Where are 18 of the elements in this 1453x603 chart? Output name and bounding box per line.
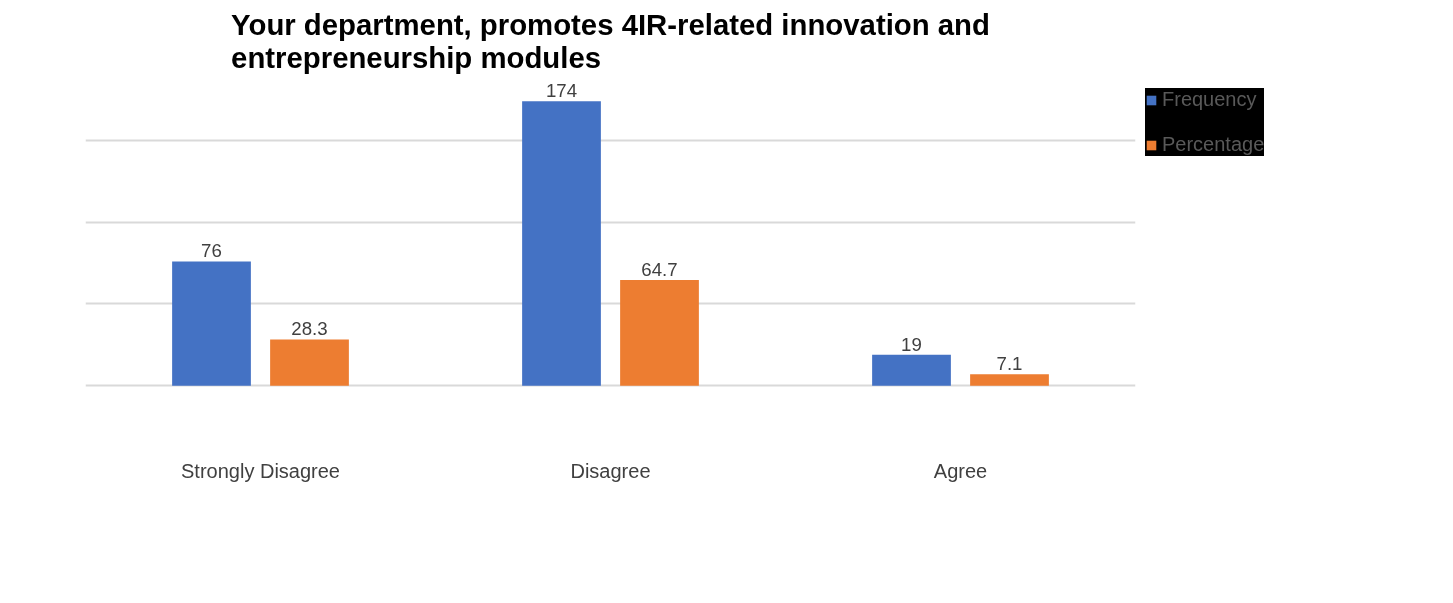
x-tick-label: Agree bbox=[933, 459, 988, 482]
data-label: 28.3 bbox=[291, 318, 328, 340]
data-label: 174 bbox=[545, 80, 578, 102]
bar bbox=[620, 279, 699, 386]
legend-label: Frequency bbox=[1162, 88, 1257, 111]
bar bbox=[172, 261, 251, 386]
data-label: 64.7 bbox=[641, 258, 678, 280]
chart-title: Your department, promotes 4IR-related innovation and entrepreneurship modules bbox=[231, 7, 990, 74]
x-tick-label: Strongly Disagree bbox=[181, 459, 340, 482]
x-tick-label: Disagree bbox=[570, 459, 651, 482]
legend-label: Percentage bbox=[1162, 133, 1265, 156]
bar bbox=[872, 354, 951, 386]
bar bbox=[970, 374, 1049, 386]
data-label: 19 bbox=[901, 333, 922, 355]
data-label: 7.1 bbox=[996, 353, 1023, 375]
bar bbox=[270, 339, 349, 386]
data-label: 76 bbox=[201, 240, 222, 262]
bar bbox=[522, 101, 601, 386]
